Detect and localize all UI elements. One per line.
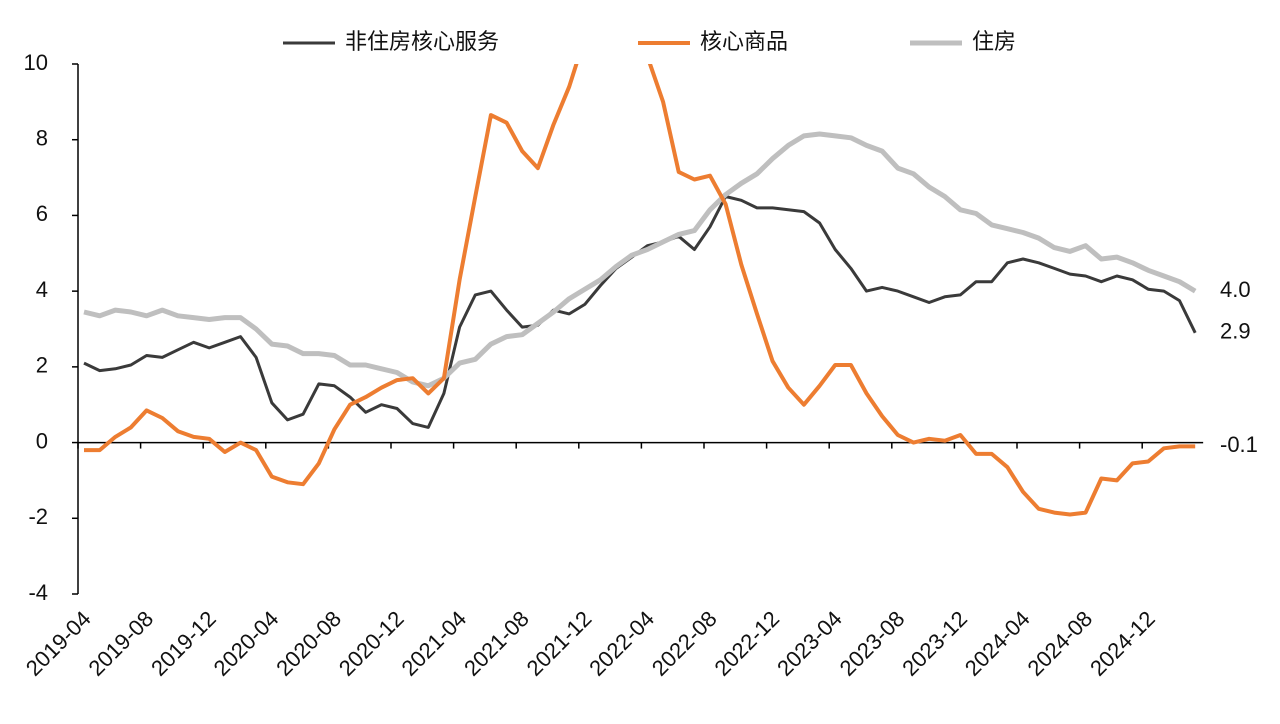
x-tick-label: 2021-04: [396, 606, 471, 681]
legend-label: 住房: [972, 29, 1016, 54]
x-tick-label: 2022-12: [709, 606, 784, 681]
y-tick-label: -2: [28, 504, 48, 529]
x-tick-label: 2019-12: [146, 606, 221, 681]
x-tick-label: 2023-12: [897, 606, 972, 681]
x-tick-label: 2020-04: [209, 606, 284, 681]
x-tick-label: 2020-12: [334, 606, 409, 681]
y-tick-label: 0: [36, 428, 48, 453]
line-series: [84, 64, 1196, 517]
legend-label: 非住房核心服务: [345, 29, 499, 54]
x-tick-label: 2021-08: [459, 606, 534, 681]
y-tick-label: 4: [36, 277, 48, 302]
x-tick-label: 2024-04: [960, 606, 1035, 681]
y-tick-label: 8: [36, 126, 48, 151]
x-tick-label: 2019-08: [83, 606, 158, 681]
x-tick-label: 2022-08: [647, 606, 722, 681]
legend-label: 核心商品: [700, 29, 788, 54]
x-tick-label: 2021-12: [522, 606, 597, 681]
y-tick-label: 6: [36, 201, 48, 226]
y-tick-label: 2: [36, 353, 48, 378]
y-tick-label: -4: [28, 580, 48, 605]
line-series: [83, 131, 1197, 389]
x-tick-label: 2022-04: [584, 606, 659, 681]
x-tick-label: 2024-12: [1085, 606, 1160, 681]
x-tick-label: 2020-08: [271, 606, 346, 681]
end-label: 4.0: [1220, 277, 1251, 302]
line-series: [83, 195, 1197, 429]
x-tick-label: 2023-08: [835, 606, 910, 681]
x-tick-label: 2019-04: [21, 606, 96, 681]
x-tick-label: 2023-04: [772, 606, 847, 681]
y-tick-label: 10: [24, 50, 48, 75]
end-label: 2.9: [1220, 319, 1251, 344]
end-label: -0.1: [1220, 432, 1258, 457]
x-tick-label: 2024-08: [1022, 606, 1097, 681]
